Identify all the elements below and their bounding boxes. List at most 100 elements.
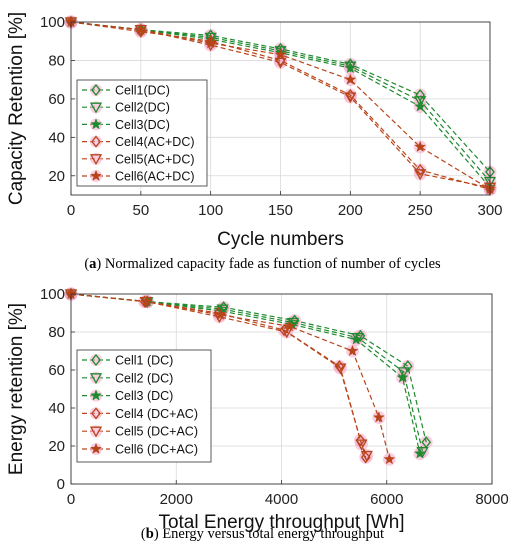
legend-label: Cell2 (DC) bbox=[115, 371, 173, 385]
legend-label: Cell4(AC+DC) bbox=[115, 135, 195, 149]
x-tick-label: 300 bbox=[477, 202, 502, 219]
series-line bbox=[70, 21, 491, 188]
series-b-6 bbox=[65, 287, 396, 465]
data-point bbox=[344, 92, 357, 104]
data-point bbox=[372, 411, 385, 423]
legend-marker-highlight bbox=[90, 152, 102, 165]
x-tick-label: 8000 bbox=[475, 491, 508, 508]
data-point bbox=[414, 100, 427, 112]
legend-marker-highlight bbox=[90, 407, 102, 420]
y-tick-label: 20 bbox=[48, 168, 65, 185]
caption-a-label: a bbox=[89, 256, 97, 272]
x-axis-label-b: Total Energy throughput [Wh] bbox=[158, 512, 404, 533]
y-tick-label: 60 bbox=[48, 91, 65, 108]
legend-marker bbox=[89, 373, 103, 385]
x-tick-label: 50 bbox=[132, 202, 149, 219]
x-tick-label: 6000 bbox=[370, 491, 403, 508]
legend-marker-highlight bbox=[90, 101, 102, 114]
legend-marker bbox=[91, 135, 101, 148]
legend-entry: Cell1 (DC) bbox=[82, 354, 173, 368]
data-point bbox=[402, 360, 413, 373]
data-point bbox=[140, 295, 153, 307]
y-tick-label: 20 bbox=[48, 438, 65, 455]
legend-marker bbox=[90, 169, 102, 181]
legend-label: Cell1 (DC) bbox=[115, 354, 173, 368]
x-tick-label: 150 bbox=[268, 202, 293, 219]
y-tick-label: 60 bbox=[48, 362, 65, 379]
legend-marker bbox=[90, 118, 102, 130]
legend-marker bbox=[90, 389, 102, 401]
legend-label: Cell4 (DC+AC) bbox=[115, 407, 198, 421]
legend-label: Cell1(DC) bbox=[115, 84, 170, 98]
chart-b: 0 2000 4000 6000 8000 0 20 40 60 80 100 Total Energ… bbox=[6, 286, 509, 533]
data-point bbox=[344, 73, 357, 85]
legend-box bbox=[76, 79, 208, 187]
legend-label: Cell6(AC+DC) bbox=[115, 170, 195, 184]
y-tick-label: 80 bbox=[48, 52, 65, 69]
data-point bbox=[415, 163, 425, 177]
data-point bbox=[204, 36, 217, 49]
legend-entry: Cell5(AC+DC) bbox=[82, 152, 195, 166]
x-tick-label: 2000 bbox=[160, 491, 193, 508]
data-point bbox=[355, 434, 366, 447]
data-point bbox=[414, 140, 427, 152]
x-tick-label: 0 bbox=[67, 491, 75, 508]
caption-b: (b) Energy versus total energy throughpu… bbox=[140, 526, 385, 542]
data-point bbox=[360, 450, 373, 462]
chart-a: 0 50 100 150 200 250 300 20 40 60 80 100 Cycle numbe… bbox=[6, 12, 503, 250]
legend-label: Cell2(DC) bbox=[115, 101, 170, 115]
legend-label: Cell3(DC) bbox=[115, 118, 170, 132]
x-tick-label: 200 bbox=[338, 202, 363, 219]
legend-b: Cell1 (DC) Cell2 (DC) Cell3 (DC) Cell4 (DC+… bbox=[76, 349, 212, 463]
data-point bbox=[214, 308, 227, 320]
legend-marker-highlight bbox=[90, 371, 102, 384]
y-tick-label: 40 bbox=[48, 400, 65, 417]
caption-b-label: b bbox=[145, 526, 154, 542]
legend-marker-highlight bbox=[90, 425, 102, 438]
data-point bbox=[360, 451, 371, 464]
data-point bbox=[397, 367, 410, 379]
data-point bbox=[334, 363, 347, 375]
caption-b-text: Energy versus total energy throughput bbox=[162, 526, 385, 542]
x-axis-label-a: Cycle numbers bbox=[217, 229, 344, 250]
data-point bbox=[414, 96, 427, 108]
y-tick-label: 100 bbox=[40, 14, 65, 31]
legend-marker bbox=[91, 83, 101, 97]
legend-entry: Cell3(DC) bbox=[82, 118, 170, 132]
legend-marker-highlight bbox=[90, 84, 102, 96]
legend-entry: Cell2(DC) bbox=[82, 101, 170, 115]
legend-label: Cell6 (DC+AC) bbox=[115, 443, 198, 457]
data-point bbox=[414, 169, 427, 181]
legend-entry: Cell1(DC) bbox=[82, 84, 170, 98]
legend-marker-highlight bbox=[90, 354, 102, 366]
data-point bbox=[396, 371, 409, 383]
legend-label: Cell5 (DC+AC) bbox=[115, 425, 198, 439]
legend-marker bbox=[91, 407, 101, 420]
y-axis-label-a: Capacity Retention [%] bbox=[6, 12, 27, 205]
data-point bbox=[274, 48, 287, 60]
legend-a: Cell1(DC) Cell2(DC) Cell3(DC) Cell4(AC+DC) C… bbox=[76, 79, 208, 187]
y-axis-label-b: Energy retention [%] bbox=[6, 303, 27, 475]
x-tick-label: 4000 bbox=[265, 491, 298, 508]
legend-box bbox=[76, 349, 212, 463]
legend-entry: Cell5 (DC+AC) bbox=[82, 425, 198, 439]
data-point bbox=[355, 439, 368, 451]
data-point bbox=[283, 320, 296, 332]
axes-frame-b bbox=[70, 293, 493, 485]
data-point bbox=[346, 344, 359, 356]
axes-frame-a bbox=[70, 21, 491, 196]
y-tick-label: 100 bbox=[40, 286, 65, 303]
data-point bbox=[344, 61, 357, 74]
caption-a: (a) Normalized capacity fade as function… bbox=[84, 256, 441, 272]
legend-marker bbox=[91, 353, 101, 367]
y-tick-label: 0 bbox=[57, 476, 65, 493]
legend-label: Cell5(AC+DC) bbox=[115, 152, 195, 166]
legend-entry: Cell6(AC+DC) bbox=[82, 170, 195, 184]
y-tick-label: 80 bbox=[48, 324, 65, 341]
legend-entry: Cell6 (DC+AC) bbox=[82, 443, 198, 457]
legend-entry: Cell2 (DC) bbox=[82, 371, 173, 385]
caption-a-text: Normalized capacity fade as function of … bbox=[104, 256, 441, 272]
data-point bbox=[134, 23, 147, 35]
data-point bbox=[383, 453, 396, 465]
